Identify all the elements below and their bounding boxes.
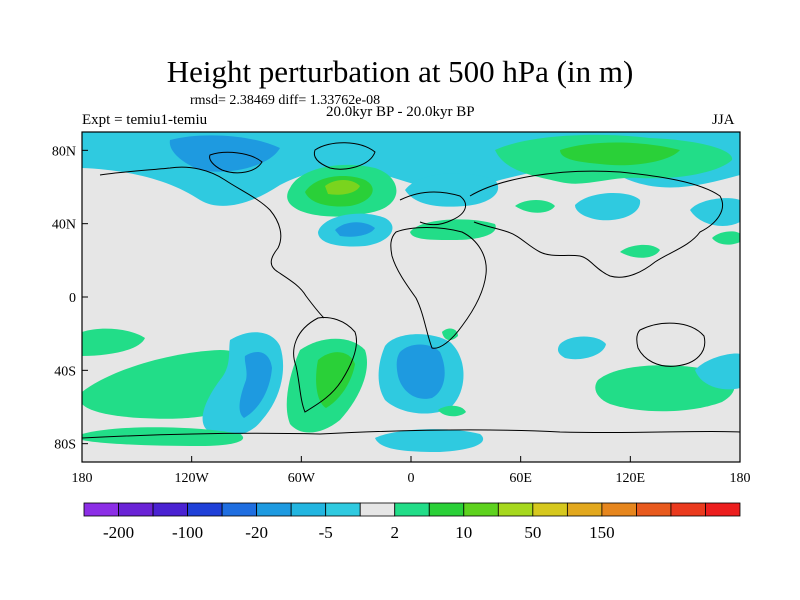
- colorbar-label: 10: [455, 523, 472, 542]
- lon-tick-label: 120E: [616, 471, 646, 486]
- contour-south-atlantic-core: [316, 352, 355, 408]
- lon-tick-label: 0: [408, 471, 415, 486]
- coastline-greenland: [313, 142, 376, 170]
- colorbar-box: [290, 502, 327, 517]
- contour-antarctic-positive: [82, 427, 244, 446]
- colorbar-box: [118, 502, 154, 517]
- lon-tick-label: 60E: [509, 471, 532, 486]
- colorbar-label: 2: [390, 523, 399, 542]
- colorbar-label: -200: [103, 523, 134, 542]
- colorbar-box: [221, 502, 258, 517]
- lat-tick-label: 80S: [54, 438, 76, 453]
- contour-small-positive-1: [442, 328, 458, 341]
- contour-arctic-core: [169, 135, 280, 172]
- contour-mid-atlantic-core: [335, 222, 375, 237]
- contour-siberia-core: [560, 142, 680, 166]
- contour-north-pacific-positive: [712, 231, 740, 245]
- stats-label: rmsd= 2.38469 diff= 1.33762e-08: [190, 93, 381, 108]
- colorbar-box: [152, 502, 188, 517]
- latitude-axis: 80N 40N 0 40S 80S: [52, 144, 88, 453]
- contour-central-asia-negative: [575, 193, 641, 221]
- lon-tick-label: 120W: [175, 471, 210, 486]
- lon-tick-label: 180: [730, 471, 751, 486]
- colorbar: -200 -100 -20 -5 2 10 50 150: [83, 502, 741, 542]
- colorbar-box: [566, 502, 603, 517]
- coastline-europe: [399, 191, 467, 226]
- colorbar-box: [670, 502, 706, 517]
- map-plot-area: [81, 131, 741, 463]
- colorbar-label: 50: [524, 523, 541, 542]
- contour-europe-negative: [405, 173, 499, 207]
- contour-indian-ocean-negative: [557, 336, 606, 360]
- colorbar-label: -20: [245, 523, 268, 542]
- colorbar-box: [256, 502, 292, 517]
- lon-tick-label: 180: [72, 471, 93, 486]
- coastlines: [82, 142, 740, 439]
- contour-small-positive-2: [438, 405, 466, 417]
- contour-fields: [82, 132, 740, 452]
- map-title: Height perturbation at 500 hPa (in m): [166, 54, 634, 89]
- colorbar-label: -100: [172, 523, 203, 542]
- coastline-north-america: [99, 166, 325, 319]
- lat-tick-label: 0: [69, 291, 76, 306]
- experiment-label: Expt = temiu1-temiu: [82, 112, 208, 128]
- contour-north-pacific-negative: [690, 198, 740, 226]
- contour-antarctic-negative: [375, 429, 484, 452]
- lat-tick-label: 40S: [54, 364, 76, 379]
- contour-central-asia-positive: [515, 200, 555, 213]
- colorbar-box: [359, 502, 396, 517]
- colorbar-label: -5: [319, 523, 333, 542]
- colorbar-box: [325, 502, 361, 517]
- contour-tasman-negative: [695, 353, 740, 390]
- period-label: 20.0kyr BP - 20.0kyr BP: [326, 104, 475, 120]
- colorbar-box: [636, 502, 672, 517]
- colorbar-box: [394, 502, 430, 517]
- contour-north-atlantic-core: [325, 180, 360, 195]
- colorbar-label: 150: [589, 523, 615, 542]
- colorbar-box: [532, 502, 568, 517]
- season-label: JJA: [712, 112, 735, 128]
- coastline-asia: [469, 170, 723, 278]
- coastline-south-america: [293, 317, 357, 413]
- coastline-hudson-region: [209, 151, 263, 174]
- colorbar-box: [428, 502, 465, 517]
- longitude-axis: 180 120W 60W 0 60E 120E 180: [72, 456, 751, 486]
- coastline-australia: [636, 322, 706, 367]
- colorbar-box: [601, 502, 637, 517]
- colorbar-box: [705, 502, 741, 517]
- contour-south-africa-core: [396, 344, 445, 399]
- lon-tick-label: 60W: [288, 471, 316, 486]
- contour-south-america-core: [239, 352, 272, 418]
- lat-tick-label: 80N: [52, 144, 76, 159]
- lat-tick-label: 40N: [52, 218, 76, 233]
- colorbar-box: [83, 502, 119, 517]
- contour-south-asia-positive: [620, 244, 660, 258]
- colorbar-box: [187, 502, 223, 517]
- coastline-africa: [390, 227, 487, 349]
- contour-south-pacific-positive: [82, 328, 145, 356]
- colorbar-box: [463, 502, 499, 517]
- colorbar-box: [497, 502, 534, 517]
- coastline-antarctica: [82, 429, 740, 439]
